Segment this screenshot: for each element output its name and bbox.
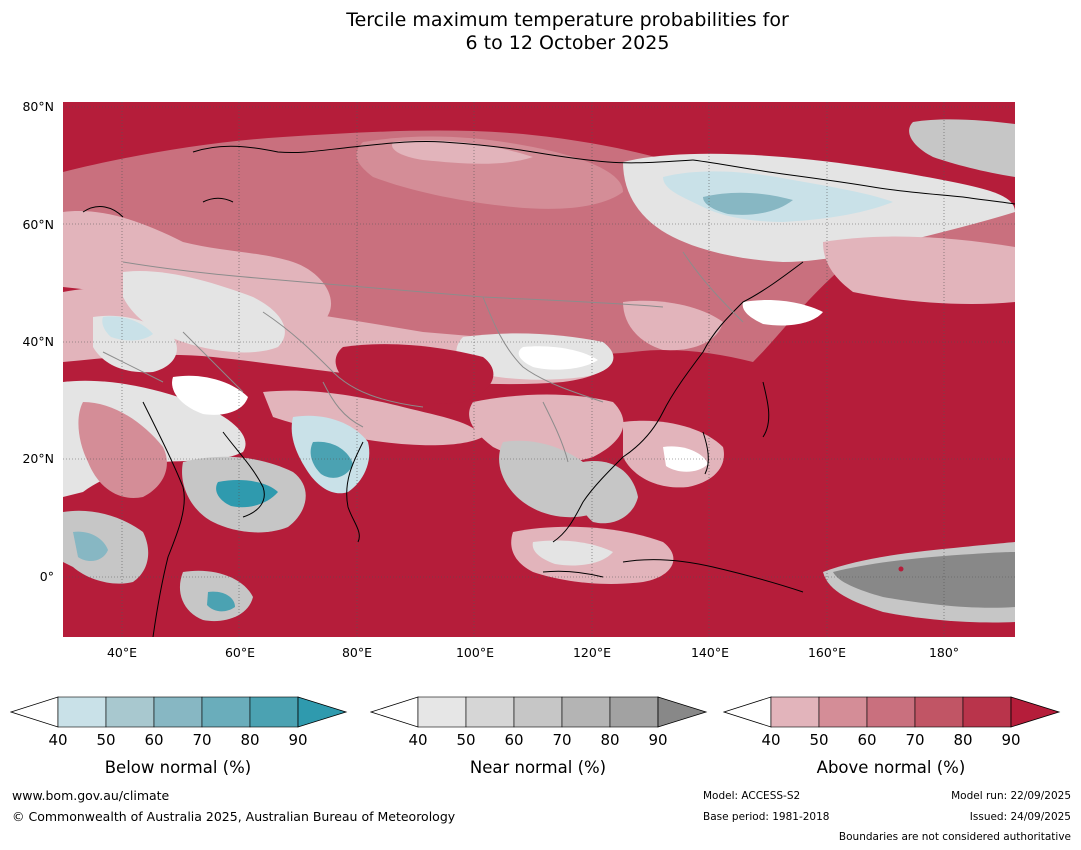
cb-above-bin-5	[962, 696, 1012, 728]
region-arctic-pale	[392, 140, 533, 164]
copyright-text: © Commonwealth of Australia 2025, Austra…	[12, 809, 456, 824]
cb-below-arrow-right	[297, 696, 348, 728]
region-arabia-pale	[78, 402, 167, 498]
model-name: Model: ACCESS-S2	[703, 790, 801, 802]
cb-below-tick-80: 80	[240, 731, 260, 749]
cb-above-title: Above normal (%)	[816, 758, 966, 777]
lon-label-140e: 140°E	[690, 645, 729, 660]
cb-above-tick-40: 40	[761, 731, 781, 749]
cb-below-bin-3	[153, 696, 203, 728]
base-period: Base period: 1981-2018	[703, 811, 830, 823]
region-korea-pale	[623, 300, 723, 351]
cb-below-arrow-left	[10, 696, 59, 728]
region-tibet-red	[335, 344, 494, 404]
cb-near-tick-90: 90	[648, 731, 668, 749]
cb-below-tick-50: 50	[96, 731, 116, 749]
region-far-northeast-near	[909, 119, 1015, 177]
cb-near-bin-4	[561, 696, 611, 728]
region-pacific-white	[663, 446, 708, 472]
cb-near-tick-70: 70	[552, 731, 572, 749]
region-black-sea-below	[102, 316, 153, 341]
cb-above-arrow-left	[723, 696, 772, 728]
region-india-below-dark	[310, 441, 353, 478]
lon-label-120e: 120°E	[572, 645, 611, 660]
region-indonesia-near	[532, 540, 613, 566]
region-mongolia-white	[518, 346, 598, 370]
lon-label-40e: 40°E	[106, 645, 138, 660]
title-line-1: Tercile maximum temperature probabilitie…	[346, 9, 789, 31]
cb-above-bin-3	[866, 696, 916, 728]
cb-above-tick-70: 70	[905, 731, 925, 749]
lon-label-60e: 60°E	[224, 645, 256, 660]
country-borders	[102, 251, 744, 463]
region-philippines-near	[577, 461, 638, 524]
lon-label-160e: 160°E	[807, 645, 846, 660]
cb-above-tick-50: 50	[809, 731, 829, 749]
cb-above-bin-4	[914, 696, 964, 728]
lat-label-80n: 80°N	[22, 99, 54, 114]
cb-below-tick-70: 70	[192, 731, 212, 749]
map-title: Tercile maximum temperature probabilitie…	[0, 9, 1081, 55]
cb-below-bin-1	[57, 696, 107, 728]
region-nw-pacific-pale	[823, 236, 1015, 304]
model-run-date: Model run: 22/09/2025	[951, 790, 1071, 802]
cb-near-bin-1	[417, 696, 467, 728]
cb-near-bin-5	[609, 696, 659, 728]
region-japan-white	[742, 300, 823, 326]
region-indochina-near	[499, 440, 603, 518]
cb-above-bin-1	[770, 696, 820, 728]
boundary-disclaimer: Boundaries are not considered authoritat…	[838, 831, 1071, 843]
region-equatorial-pacific-near-dark	[833, 552, 1015, 608]
cb-near-arrow-left	[370, 696, 419, 728]
cb-near-tick-60: 60	[504, 731, 524, 749]
lon-label-180: 180°	[928, 645, 960, 660]
region-africa-below	[73, 531, 108, 562]
cb-near-arrow-right	[657, 696, 708, 728]
cb-near-tick-80: 80	[600, 731, 620, 749]
cb-above-bin-2	[818, 696, 868, 728]
cb-near-tick-40: 40	[408, 731, 428, 749]
cb-near-tick-50: 50	[456, 731, 476, 749]
probability-map	[63, 102, 1015, 637]
lat-label-40n: 40°N	[22, 334, 54, 349]
cb-above-tick-80: 80	[953, 731, 973, 749]
lon-label-80e: 80°E	[341, 645, 373, 660]
region-indian-ocean-below	[207, 591, 235, 612]
cb-near-bin-3	[513, 696, 563, 728]
colorbar-above-normal	[723, 696, 1061, 728]
lat-label-20n: 20°N	[22, 451, 54, 466]
cb-above-arrow-right	[1010, 696, 1061, 728]
lat-label-equator: 0°	[39, 569, 54, 584]
cb-above-tick-90: 90	[1001, 731, 1021, 749]
region-russia-pale	[63, 211, 332, 327]
lat-label-60n: 60°N	[22, 217, 54, 232]
map-svg	[63, 102, 1015, 637]
cb-below-tick-40: 40	[48, 731, 68, 749]
cb-below-bin-2	[105, 696, 155, 728]
cb-below-bin-5	[249, 696, 299, 728]
cb-below-tick-60: 60	[144, 731, 164, 749]
cb-near-title: Near normal (%)	[469, 758, 607, 777]
colorbar-near-normal	[370, 696, 708, 728]
graticule	[63, 102, 1015, 637]
cb-below-tick-90: 90	[288, 731, 308, 749]
cb-near-bin-2	[465, 696, 515, 728]
cb-below-title: Below normal (%)	[104, 758, 252, 777]
region-iran-white	[172, 375, 248, 415]
region-india-north-pale	[263, 390, 483, 446]
coastlines	[82, 140, 1015, 637]
cb-below-bin-4	[201, 696, 251, 728]
issued-date: Issued: 24/09/2025	[969, 811, 1071, 823]
pacific-marker	[898, 566, 904, 572]
region-east-siberia-below-mid	[703, 192, 793, 215]
lon-label-100e: 100°E	[455, 645, 494, 660]
cb-above-tick-60: 60	[857, 731, 877, 749]
colorbar-below-normal	[10, 696, 348, 728]
website-link[interactable]: www.bom.gov.au/climate	[12, 788, 170, 803]
title-line-2: 6 to 12 October 2025	[465, 32, 670, 54]
